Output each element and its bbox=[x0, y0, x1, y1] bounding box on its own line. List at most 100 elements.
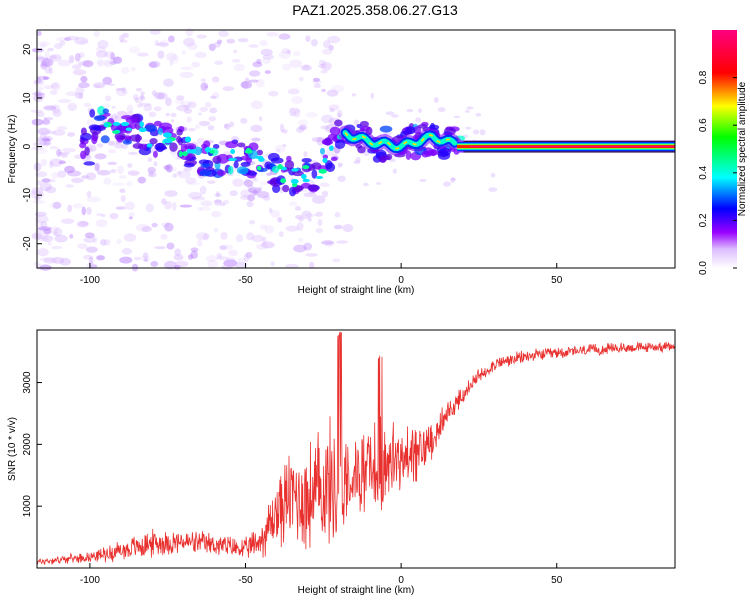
snr-x-tick-label: 0 bbox=[398, 575, 404, 586]
spectrogram-noise-blob bbox=[41, 137, 51, 142]
spectrogram-noise-blob bbox=[237, 257, 247, 264]
spectrogram-ridge bbox=[338, 125, 675, 156]
spectrogram-noise-blob bbox=[277, 216, 283, 223]
spectrogram-noise-blob bbox=[289, 107, 301, 114]
spectrogram-hotspot bbox=[280, 178, 287, 184]
spectrogram-hotspot bbox=[182, 151, 188, 157]
spectrogram-hotspot bbox=[256, 166, 262, 171]
spectrogram-noise-blob bbox=[259, 224, 268, 230]
spectrogram-noise-blob bbox=[241, 80, 249, 89]
spectrogram-noise-blob bbox=[135, 87, 142, 92]
spectrogram-noise-blob bbox=[43, 228, 52, 235]
spectrogram-noise-blob bbox=[194, 51, 207, 59]
spectrogram-noise-blob bbox=[123, 233, 137, 242]
spectrogram-noise-blob bbox=[237, 38, 249, 43]
spectrogram-noise-blob bbox=[137, 96, 144, 105]
spectrogram-noise-blob bbox=[43, 116, 54, 121]
spectrogram-hotspot bbox=[138, 127, 147, 133]
spectrogram-noise-blob bbox=[208, 115, 216, 122]
spectrogram-noise-blob bbox=[119, 256, 133, 264]
snr-x-tick-label: 50 bbox=[551, 575, 563, 586]
spectrogram-noise-blob bbox=[450, 177, 455, 183]
spectrogram-ridge-blob bbox=[301, 157, 312, 163]
spectrogram-noise-blob bbox=[213, 199, 222, 206]
spectrogram-noise-blob bbox=[240, 194, 253, 201]
spectrogram-noise-blob bbox=[82, 254, 93, 260]
snr-y-tick-label: 3000 bbox=[22, 371, 33, 394]
spectrogram-noise-blob bbox=[337, 162, 344, 166]
spectrogram-noise-blob bbox=[321, 240, 335, 245]
spectrogram-noise-blob bbox=[108, 141, 115, 147]
spectrogram-noise-blob bbox=[390, 114, 399, 118]
spectrogram-noise-blob bbox=[224, 123, 231, 131]
spectrogram-noise-blob bbox=[353, 160, 361, 165]
colorbar-gradient bbox=[712, 30, 737, 268]
spectrogram-noise-blob bbox=[43, 138, 51, 146]
spectrogram-hotspot bbox=[301, 174, 307, 180]
snr-y-ticks: 1000 2000 3000 bbox=[22, 371, 42, 517]
spectrogram-noise-blob bbox=[185, 177, 197, 184]
spectrogram-hotspot bbox=[163, 132, 172, 138]
spectrogram-noise-blob bbox=[51, 245, 63, 250]
spectrogram-noise-blob bbox=[490, 172, 496, 178]
spectrogram-noise-blob bbox=[289, 59, 303, 68]
spectrogram-noise-blob bbox=[320, 61, 332, 71]
spectrogram-ridge-blob bbox=[357, 146, 366, 154]
spectrogram-noise-blob bbox=[337, 175, 346, 182]
spectrogram-noise-blob bbox=[332, 258, 341, 263]
spectrogram-noise-blob bbox=[128, 216, 133, 220]
spectrogram-noise-blob bbox=[213, 41, 221, 48]
spectrogram-noise-blob bbox=[127, 163, 133, 168]
spectrogram-noise-blob bbox=[186, 116, 192, 123]
spectrogram-noise-blob bbox=[174, 265, 181, 270]
spectrogram-noise-blob bbox=[170, 119, 175, 123]
spectrogram-noise-blob bbox=[143, 258, 149, 262]
spectrogram-noise-blob bbox=[57, 59, 71, 67]
spectrogram-noise-blob bbox=[92, 236, 98, 244]
spectrogram-noise-blob bbox=[418, 108, 423, 114]
spectrogram-noise-blob bbox=[288, 107, 296, 117]
spectrogram-noise-blob bbox=[433, 96, 439, 104]
spectrogram-noise-blob bbox=[36, 55, 44, 63]
spectrogram-noise-blob bbox=[235, 234, 244, 243]
spectrogram-noise-blob bbox=[96, 143, 104, 148]
spectrogram-noise-blob bbox=[214, 60, 224, 66]
spectrogram-noise-blob bbox=[54, 234, 68, 243]
spectrogram-noise-blob bbox=[190, 247, 199, 252]
spectrogram-noise-blob bbox=[118, 175, 127, 179]
snr-x-label: Height of straight line (km) bbox=[298, 585, 415, 596]
spectrogram-noise-blob bbox=[114, 142, 123, 149]
spectrogram-noise-blob bbox=[35, 214, 49, 224]
spectrogram-noise-blob bbox=[62, 147, 76, 153]
spectrogram-noise-blob bbox=[209, 107, 218, 114]
spectrogram-noise-blob bbox=[37, 30, 42, 37]
spectrogram-ridge-blob bbox=[271, 165, 280, 174]
spectrogram-noise-blob bbox=[161, 222, 170, 228]
spectrogram-noise-blob bbox=[140, 102, 152, 107]
spectrogram-noise-blob bbox=[49, 55, 57, 60]
spectrogram-noise-blob bbox=[114, 115, 123, 122]
spectrogram-noise-blob bbox=[42, 117, 48, 125]
spectrogram-ridge-blob bbox=[121, 115, 133, 120]
spectrogram-noise-blob bbox=[211, 76, 220, 83]
spectrogram-noise-blob bbox=[40, 220, 48, 229]
spectrogram-noise-blob bbox=[279, 123, 285, 133]
spectrogram-ridge-blob bbox=[203, 140, 211, 149]
spectrogram-noise-blob bbox=[33, 79, 44, 84]
spectrogram-noise-blob bbox=[153, 161, 158, 167]
spectrogram-noise-blob bbox=[264, 225, 274, 234]
spectrogram-ridge-blob bbox=[240, 161, 251, 167]
spectrogram-noise-blob bbox=[479, 129, 486, 136]
spectrogram-noise-blob bbox=[196, 34, 207, 39]
spectrogram-noise-blob bbox=[248, 220, 256, 225]
spectrogram-noise-blob bbox=[36, 111, 45, 118]
spectrogram-noise-blob bbox=[174, 260, 189, 268]
spectrogram-noise-blob bbox=[198, 120, 211, 127]
spectrogram-noise-blob bbox=[169, 61, 174, 66]
spectrogram-noise-blob bbox=[197, 206, 203, 212]
spectrogram-ridge-blob bbox=[322, 154, 329, 160]
spectrogram-noise-blob bbox=[292, 51, 301, 57]
spectrogram-noise-blob bbox=[137, 176, 147, 184]
spectrogram-noise-blob bbox=[77, 243, 88, 250]
spectrogram-noise-blob bbox=[220, 244, 234, 251]
